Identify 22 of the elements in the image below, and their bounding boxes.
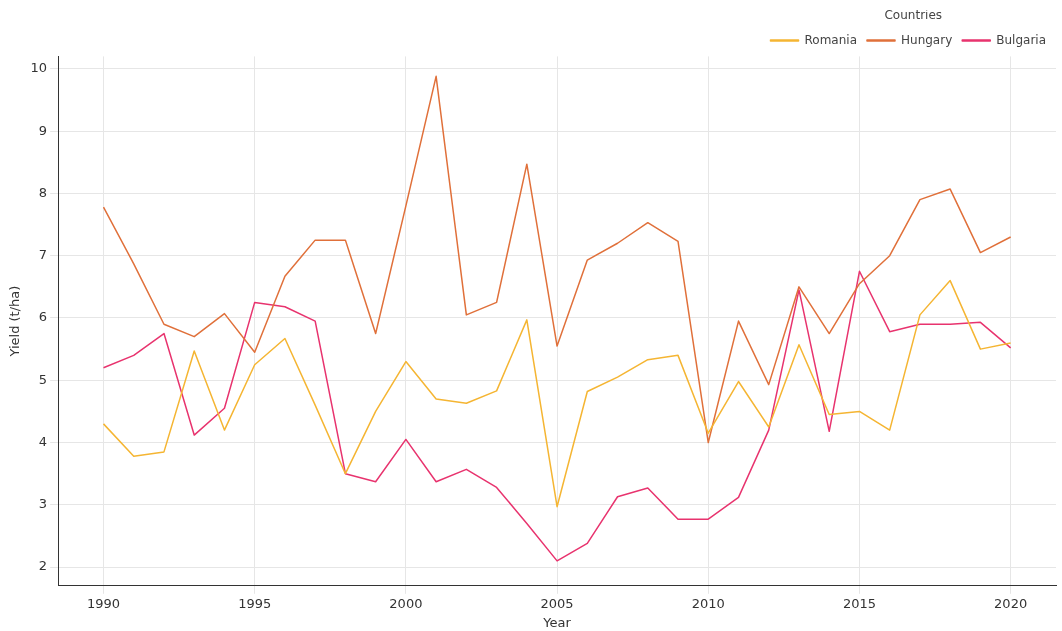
x-tick-label: 2020 xyxy=(994,595,1028,611)
y-axis-title: Yield (t/ha) xyxy=(7,285,23,358)
legend-label: Bulgaria xyxy=(996,32,1046,47)
x-tick-label: 2000 xyxy=(389,595,423,611)
legend-label: Romania xyxy=(804,32,857,47)
x-tick-label: 2015 xyxy=(842,595,876,611)
legend-title: Countries xyxy=(884,8,943,23)
x-tick-label: 2005 xyxy=(540,595,574,611)
x-tick-label: 2010 xyxy=(691,595,725,611)
y-tick-label: 4 xyxy=(38,433,48,449)
y-tick-label: 3 xyxy=(38,496,48,512)
legend-label: Hungary xyxy=(901,32,953,47)
y-tick-label: 9 xyxy=(38,122,48,138)
y-tick-label: 10 xyxy=(30,60,48,76)
y-tick-label: 7 xyxy=(38,247,48,263)
y-tick-label: 6 xyxy=(38,309,48,325)
x-axis-title: Year xyxy=(542,614,572,630)
y-tick-label: 5 xyxy=(38,371,48,387)
x-tick-label: 1995 xyxy=(238,595,272,611)
y-tick-label: 2 xyxy=(38,558,48,574)
x-tick-label: 1990 xyxy=(86,595,121,611)
y-tick-label: 8 xyxy=(38,184,48,200)
